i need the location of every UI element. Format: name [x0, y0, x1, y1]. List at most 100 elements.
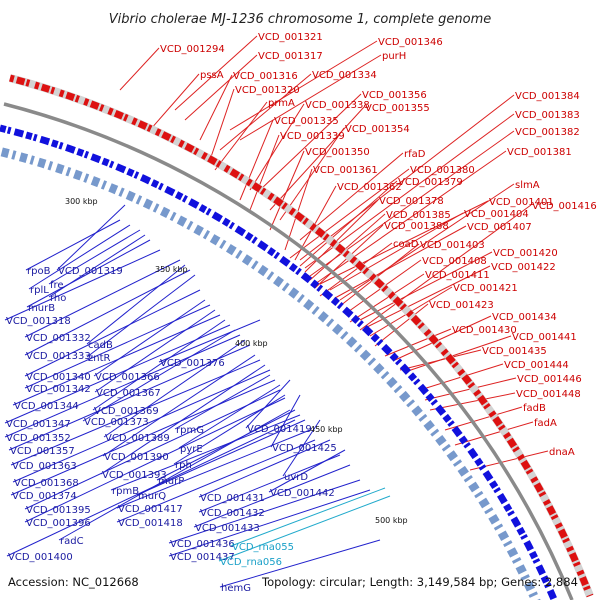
connector-line [230, 487, 386, 547]
blue-label: VCD_001442 [270, 488, 335, 499]
red-label: VCD_001408 [422, 256, 487, 267]
red-label: VCD_001401 [489, 197, 554, 208]
blue-label: VCD_001418 [118, 518, 183, 529]
blue-label: VCD_001373 [84, 417, 149, 428]
forward-strand-features [9, 74, 594, 598]
blue-label: VCD_001357 [10, 446, 75, 457]
connector-line [404, 335, 512, 373]
red-label: VCD_001435 [482, 346, 547, 357]
red-label: VCD_001446 [517, 374, 582, 385]
connector-line [299, 180, 398, 267]
connector-line [25, 219, 121, 271]
red-label: VCD_001404 [464, 209, 529, 220]
blue-label: rplL [30, 285, 49, 296]
connector-line [259, 93, 362, 191]
connector-line [94, 309, 216, 393]
connector-line [28, 224, 131, 290]
connector-line [359, 251, 493, 321]
red-label: VCD_001355 [365, 103, 430, 114]
connector-line [56, 204, 126, 271]
red-label: coaD [393, 239, 419, 250]
red-label: VCD_001422 [491, 262, 556, 273]
red-label: VCD_001380 [410, 165, 475, 176]
red-label: VCD_001339 [280, 131, 345, 142]
connector-line [158, 319, 261, 363]
blue-label: murP [158, 476, 184, 487]
connector-line [6, 419, 296, 557]
connector-line [219, 73, 312, 151]
reverse-strand-features [0, 124, 559, 600]
red-label: rfaD [404, 149, 426, 160]
scale-label: 300 kbp [65, 197, 98, 206]
connector-line [119, 47, 160, 91]
connector-line [384, 328, 452, 357]
blue-label: VCD_001433 [195, 523, 260, 534]
connector-line [82, 329, 236, 422]
scale-label: 350 kbp [155, 265, 188, 274]
map-title: Vibrio cholerae MJ-1236 chromosome 1, co… [109, 12, 491, 27]
connector-line [24, 289, 201, 377]
red-label: VCD_001420 [493, 248, 558, 259]
connector-line [399, 349, 482, 371]
genome-backbone [3, 102, 574, 600]
blue-label: VCD_001376 [160, 358, 225, 369]
connector-line [86, 264, 186, 345]
red-label: VCD_001403 [420, 240, 485, 251]
red-label: VCD_001421 [453, 283, 518, 294]
connector-line [198, 454, 341, 513]
blue-label: VCD_001367 [96, 388, 161, 399]
red-label: VCD_001338 [305, 100, 370, 111]
connector-line [394, 315, 492, 361]
blue-label: VCD_001332 [26, 333, 91, 344]
red-label: VCD_001378 [379, 196, 444, 207]
red-label: VCD_001416 [532, 201, 597, 212]
blue-label: VCD_001437 [170, 552, 235, 563]
connector-line [374, 303, 429, 347]
blue-label: VCD_001368 [14, 478, 79, 489]
gene-labels: VCD_001294 VCD_001321 VCD_001346 VCD_001317… [6, 32, 597, 594]
connector-line [178, 384, 281, 449]
connector-line [93, 299, 206, 377]
connector-line [349, 273, 425, 323]
red-label: VCD_001320 [235, 85, 300, 96]
red-label: VCD_001423 [429, 300, 494, 311]
blue-label: cadB [88, 340, 113, 351]
connector-line [24, 304, 211, 389]
connector-line [26, 239, 151, 308]
blue-label: VCD_001390 [104, 452, 169, 463]
feature-rings [0, 74, 594, 600]
blue-label: uvrD [284, 472, 308, 483]
connector-line [168, 479, 361, 544]
red-label: VCD_001379 [398, 177, 463, 188]
topology-summary: Topology: circular; Length: 3,149,584 bp… [261, 575, 578, 589]
connector-line [58, 409, 291, 541]
connector-line [299, 94, 515, 261]
blue-label: VCD_001333 [26, 351, 91, 362]
connector-line [110, 414, 301, 491]
blue-label: pyrE [180, 444, 203, 455]
connector-line [102, 354, 256, 457]
red-label: dnaA [549, 447, 575, 458]
blue-label: VCD_001396 [26, 518, 91, 529]
connector-line [10, 359, 261, 466]
red-label: VCD_001294 [160, 44, 225, 55]
blue-label: VCD_001395 [26, 505, 91, 516]
connector-line [86, 274, 196, 358]
connector-line [304, 113, 515, 269]
connector-line [444, 406, 523, 431]
red-label: VCD_001434 [492, 312, 557, 323]
scale-label: 450 kbp [310, 425, 343, 434]
red-label: pssA [200, 70, 224, 81]
blue-label: VCD_001342 [26, 384, 91, 395]
connector-line [282, 419, 321, 477]
connector-line [199, 74, 233, 141]
connector-line [245, 379, 291, 429]
red-label: VCD_001407 [467, 222, 532, 233]
red-label: VCD_001381 [507, 147, 572, 158]
connector-line [334, 225, 467, 299]
red-label: VCD_001321 [258, 32, 323, 43]
connector-line [10, 379, 276, 496]
connector-line [168, 489, 371, 557]
scale-label: 500 kbp [375, 516, 408, 525]
blue-label: VCD_001393 [102, 470, 167, 481]
